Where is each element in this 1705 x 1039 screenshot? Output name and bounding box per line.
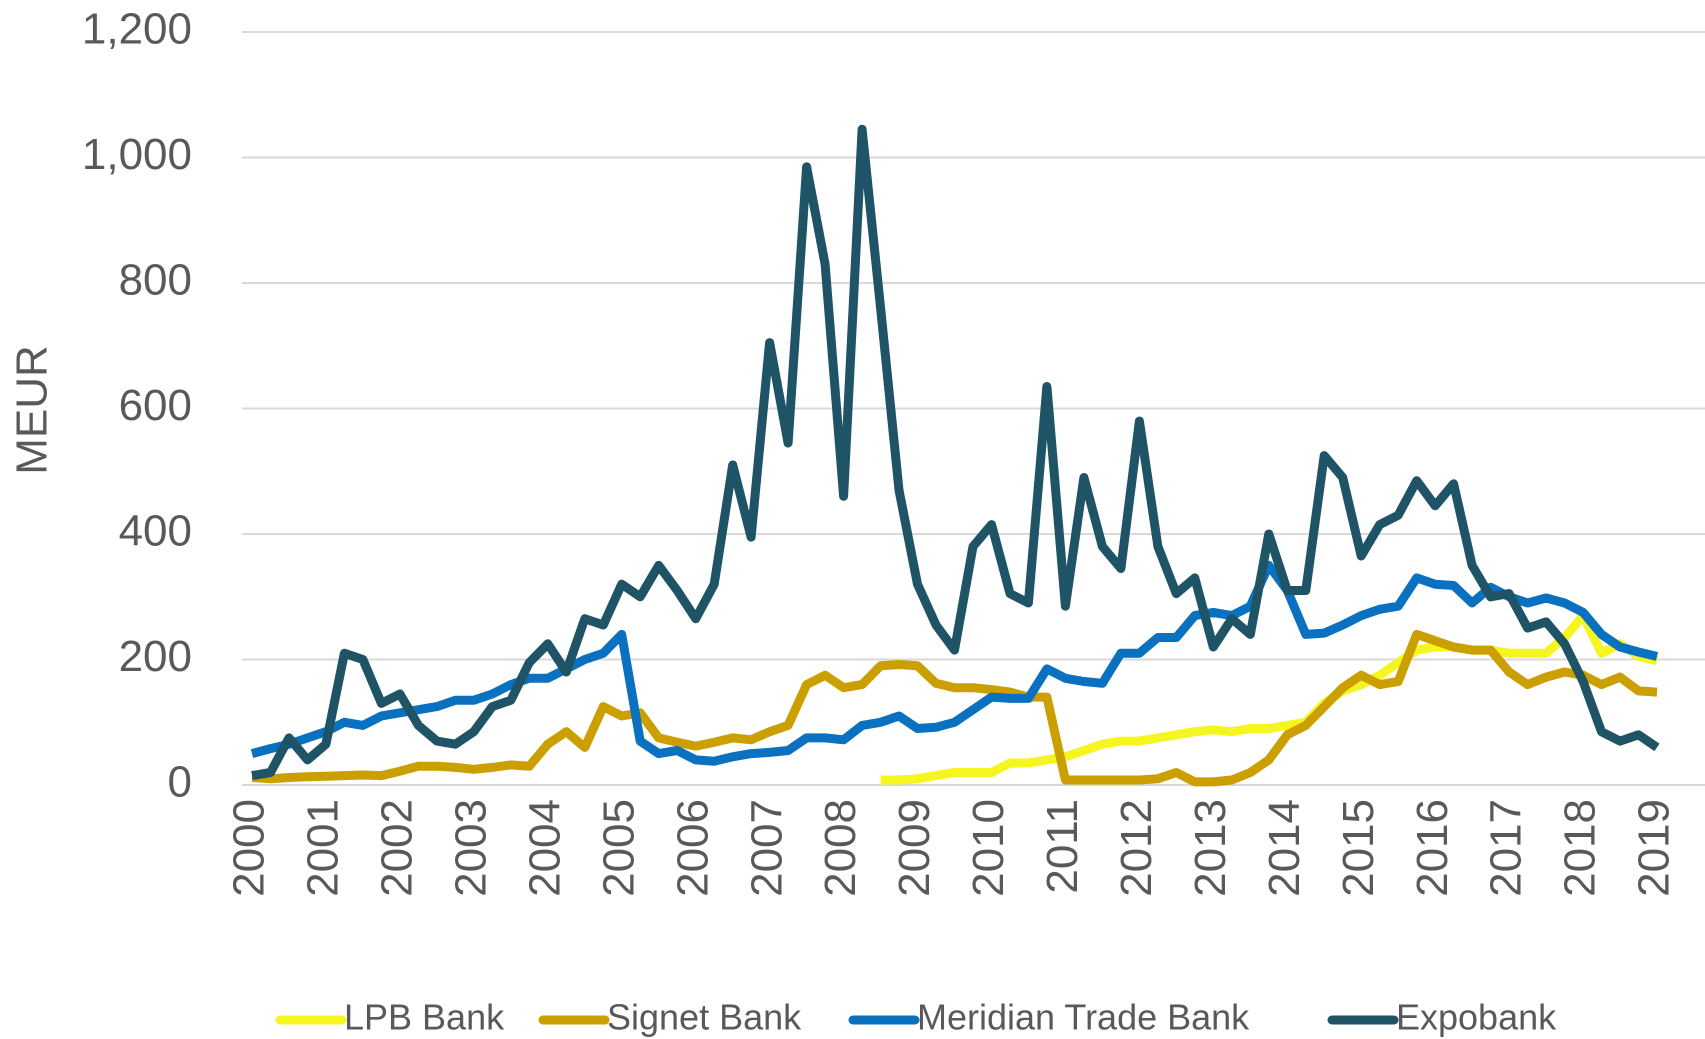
series-line: [250, 560, 1659, 766]
x-tick-label: 2013: [1186, 799, 1235, 897]
y-axis-label: MEUR: [8, 345, 57, 475]
y-tick-label: 800: [119, 256, 192, 305]
x-tick-label: 2016: [1408, 799, 1457, 897]
y-tick-label: 0: [168, 758, 192, 807]
x-tick-label: 2005: [594, 799, 643, 897]
legend-label: Signet Bank: [607, 997, 802, 1038]
legend-label: Expobank: [1396, 997, 1557, 1038]
y-tick-label: 400: [119, 507, 192, 556]
x-tick-label: 2007: [742, 799, 791, 897]
x-tick-label: 2012: [1112, 799, 1161, 897]
legend-label: LPB Bank: [344, 997, 505, 1038]
x-tick-label: 2001: [299, 799, 348, 897]
x-tick-label: 2008: [816, 799, 865, 897]
x-tick-label: 2002: [373, 799, 422, 897]
x-tick-label: 2011: [1038, 799, 1087, 894]
x-tick-label: 2018: [1556, 799, 1605, 897]
x-tick-label: 2009: [890, 799, 939, 897]
x-tick-label: 2019: [1630, 799, 1679, 897]
series-line: [880, 611, 1659, 785]
series-line: [251, 124, 1660, 781]
x-tick-label: 2017: [1482, 799, 1531, 897]
x-tick-label: 2003: [446, 799, 495, 897]
x-tick-label: 2015: [1334, 799, 1383, 897]
x-tick-label: 2006: [668, 799, 717, 897]
x-tick-label: 2010: [964, 799, 1013, 897]
y-tick-label: 1,200: [82, 5, 192, 54]
x-tick-label: 2000: [225, 799, 274, 897]
legend-label: Meridian Trade Bank: [917, 997, 1250, 1038]
y-tick-label: 600: [119, 381, 192, 430]
x-tick-label: 2004: [520, 799, 569, 897]
x-tick-label: 2014: [1260, 799, 1309, 897]
series-line: [251, 629, 1658, 787]
y-tick-label: 1,000: [82, 130, 192, 179]
y-tick-label: 200: [119, 632, 192, 681]
